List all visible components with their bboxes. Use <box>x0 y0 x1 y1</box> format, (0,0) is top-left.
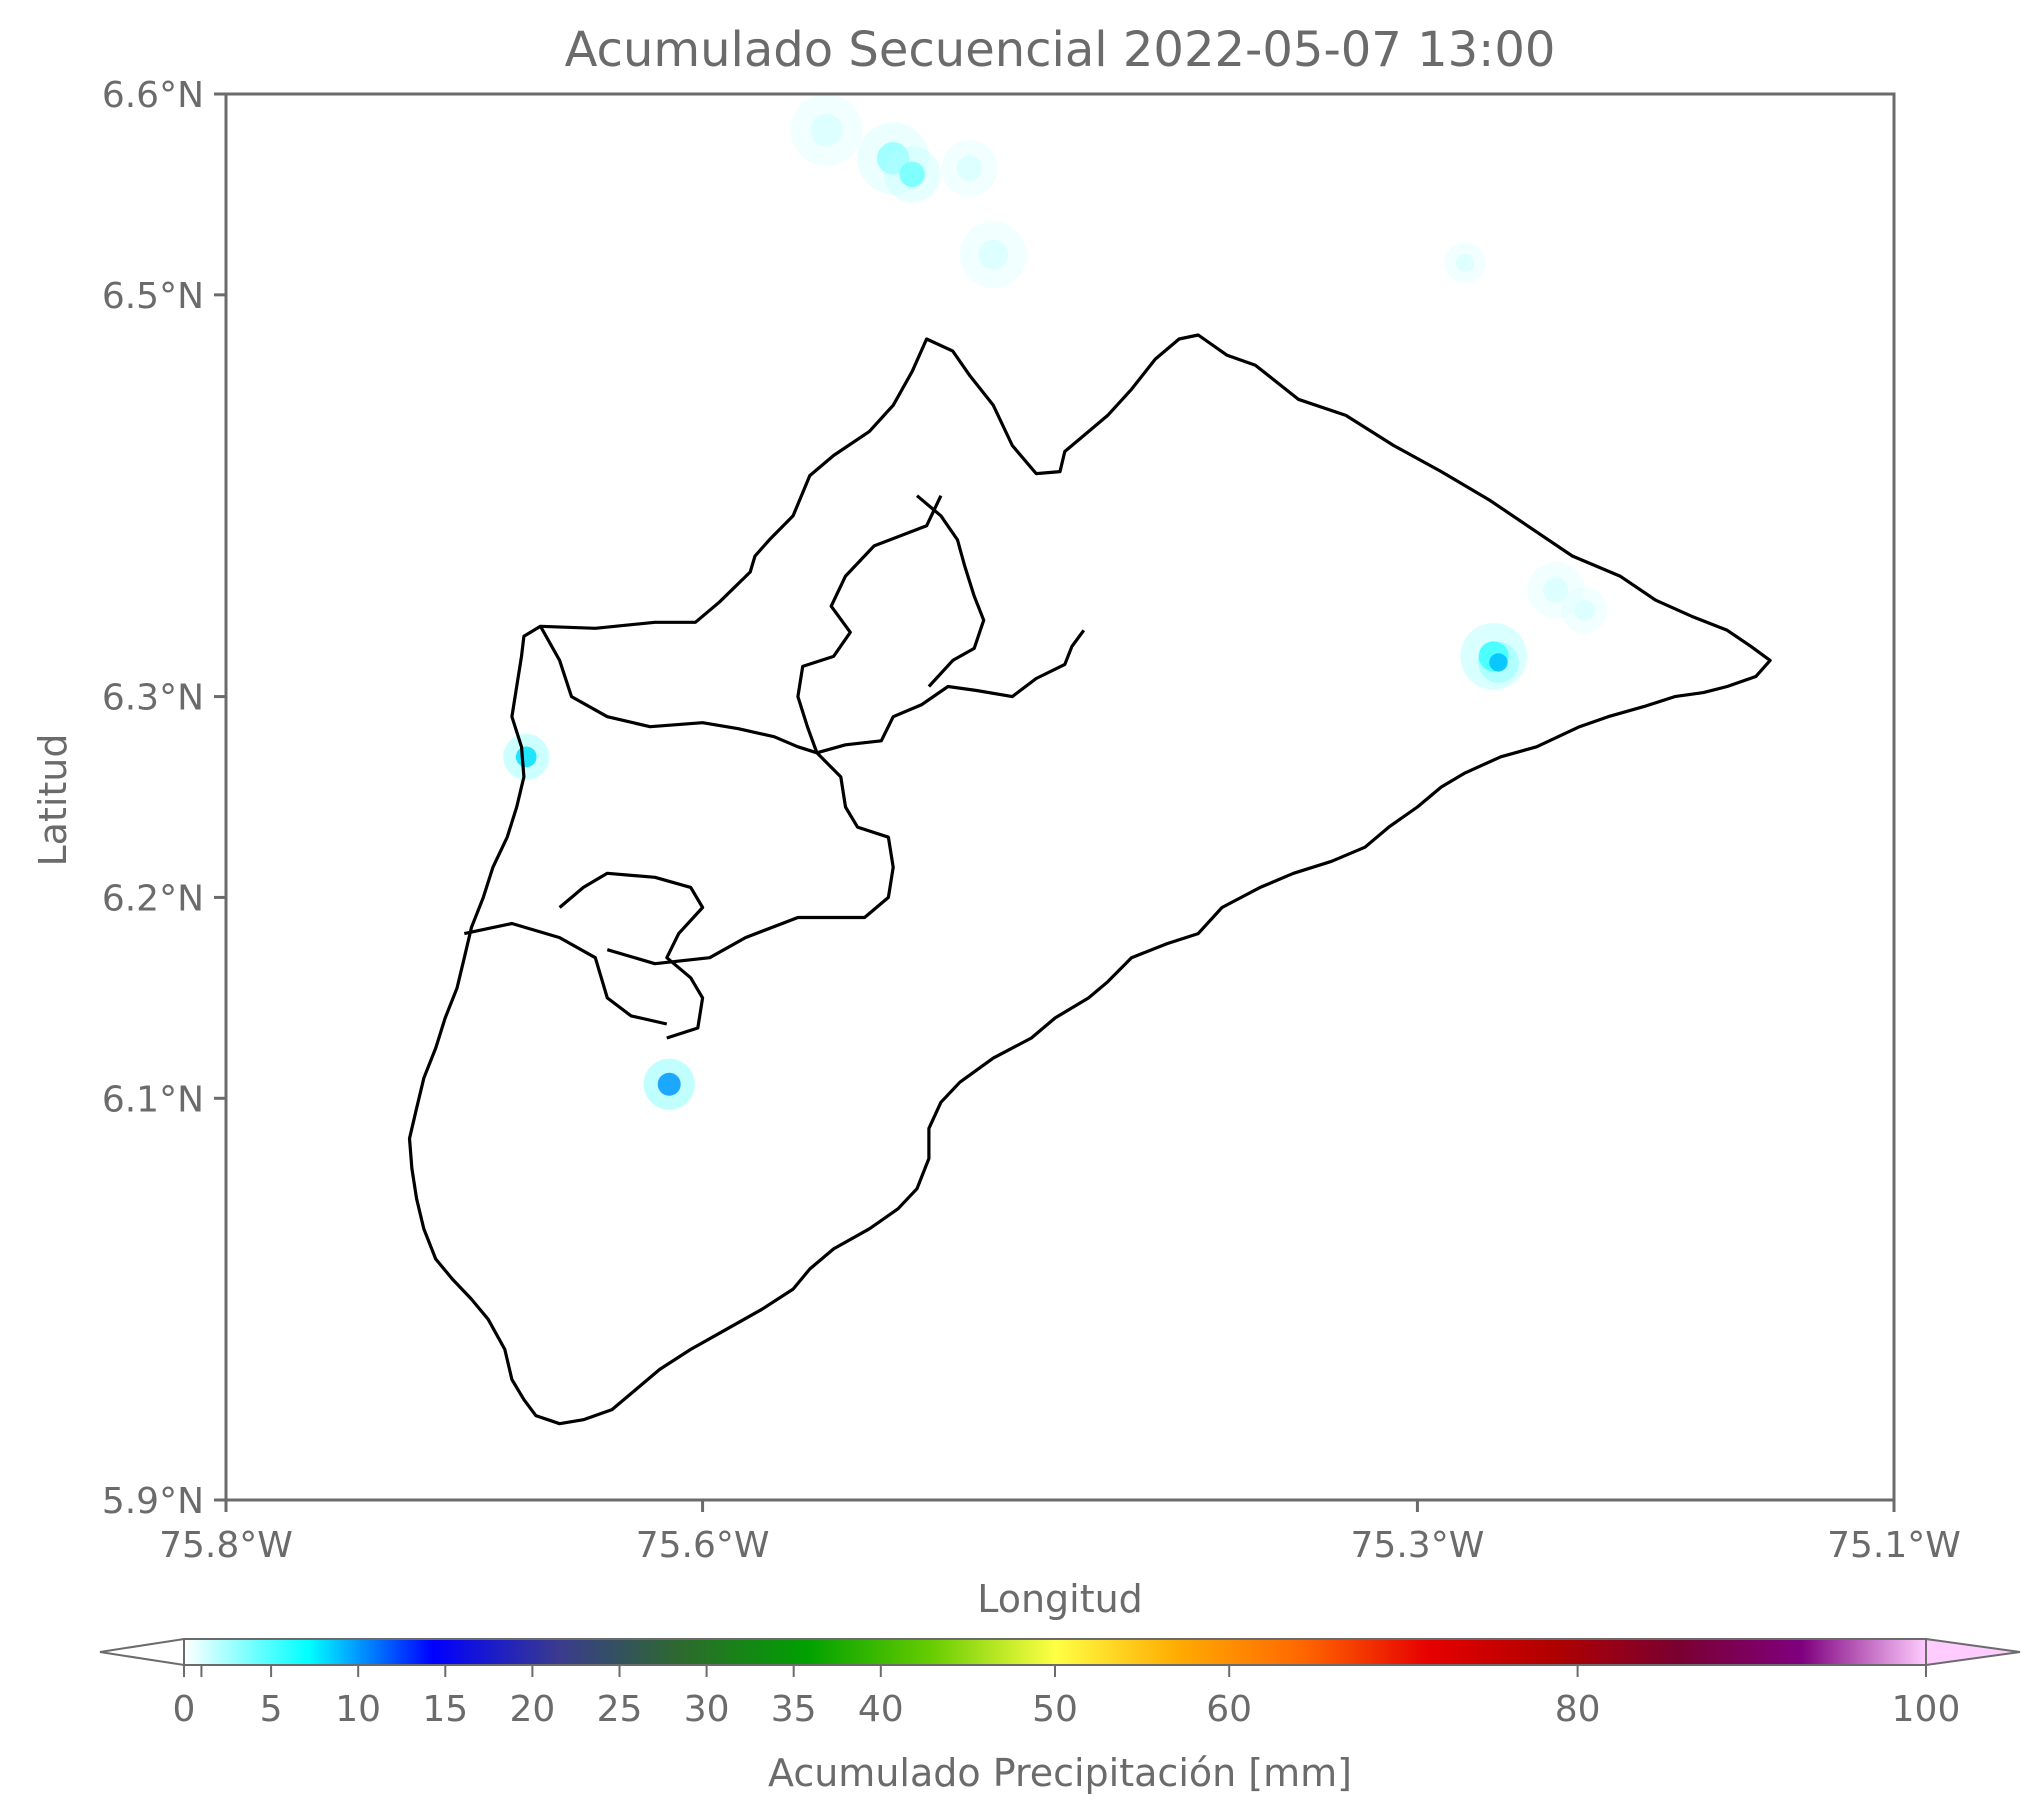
map-plot-area <box>224 92 1896 1502</box>
colorbar-ticks: 0 5 10 15 20 25 30 35 40 50 60 80 100 <box>173 1665 1961 1730</box>
colorbar-tick-label: 0 <box>173 1689 196 1730</box>
x-tick-label: 75.6°W <box>636 1525 770 1566</box>
map-title: Acumulado Secuencial 2022-05-07 13:00 <box>565 22 1556 78</box>
sub-basin-divider <box>539 625 818 755</box>
x-axis-label: Longitud <box>977 1577 1143 1621</box>
precipitation-cell <box>657 1072 681 1096</box>
y-tick-label: 6.5°N <box>102 276 204 317</box>
y-tick-label: 6.6°N <box>102 75 204 116</box>
colorbar-tick-label: 15 <box>422 1689 468 1730</box>
y-tick-label: 6.3°N <box>102 678 204 719</box>
precipitation-cell <box>877 142 910 175</box>
colorbar-tick-label: 30 <box>684 1689 730 1730</box>
y-tick-label: 5.9°N <box>102 1481 204 1522</box>
colorbar-tick-label: 40 <box>858 1689 904 1730</box>
colorbar-label-text: Acumulado Precipitación [mm] <box>768 1751 1352 1795</box>
y-tick-label: 6.1°N <box>102 1079 204 1120</box>
precipitation-cell <box>978 239 1009 270</box>
colorbar-tick-label: 20 <box>509 1689 555 1730</box>
y-axis-label: Latitud <box>31 733 75 866</box>
precipitation-cell <box>515 746 537 768</box>
sub-basin-divider <box>816 629 1086 755</box>
precipitation-cell <box>1542 577 1569 603</box>
colorbar-tick-label: 60 <box>1206 1689 1252 1730</box>
x-tick-label: 75.1°W <box>1827 1525 1961 1566</box>
precipitation-cell <box>1455 253 1475 272</box>
precipitation-cell <box>810 113 843 147</box>
colorbar-tick-label: 35 <box>771 1689 817 1730</box>
sub-basin-divider <box>606 751 895 966</box>
map-frame <box>224 92 1896 1502</box>
colorbar-tick-label: 100 <box>1892 1689 1961 1730</box>
colorbar-tick-label: 10 <box>335 1689 381 1730</box>
y-axis-ticks: 6.6°N 6.5°N 6.3°N 6.2°N 6.1°N 5.9°N <box>102 75 226 1522</box>
sub-basin-divider <box>915 494 986 688</box>
y-tick-label: 6.2°N <box>102 878 204 919</box>
precipitation-layer <box>503 94 1608 1110</box>
colorbar-gradient <box>184 1639 1926 1665</box>
colorbar-tick-label: 5 <box>260 1689 283 1730</box>
basin-outline <box>407 333 1772 1426</box>
sub-basin-divider <box>558 871 705 1040</box>
colorbar-label: Acumulado Precipitación [mm] <box>768 1751 1352 1795</box>
precipitation-cell <box>1573 599 1595 621</box>
precipitation-cell <box>956 155 983 182</box>
sub-basin-divider <box>463 921 668 1026</box>
colorbar-tick-label: 50 <box>1032 1689 1078 1730</box>
x-axis-ticks: 75.8°W 75.6°W 75.3°W 75.1°W <box>159 1500 1961 1566</box>
colorbar-tick-label: 80 <box>1555 1689 1601 1730</box>
x-tick-label: 75.8°W <box>159 1525 293 1566</box>
precipitation-cell <box>899 161 925 188</box>
precipitation-cell <box>1489 653 1508 672</box>
x-tick-label: 75.3°W <box>1351 1525 1485 1566</box>
colorbar: 0 5 10 15 20 25 30 35 40 50 60 80 100 Acumulado Prec… <box>99 1637 2021 1795</box>
colorbar-tick-label: 25 <box>597 1689 643 1730</box>
basin-boundaries <box>407 333 1772 1426</box>
sub-basin-divider <box>796 495 943 754</box>
